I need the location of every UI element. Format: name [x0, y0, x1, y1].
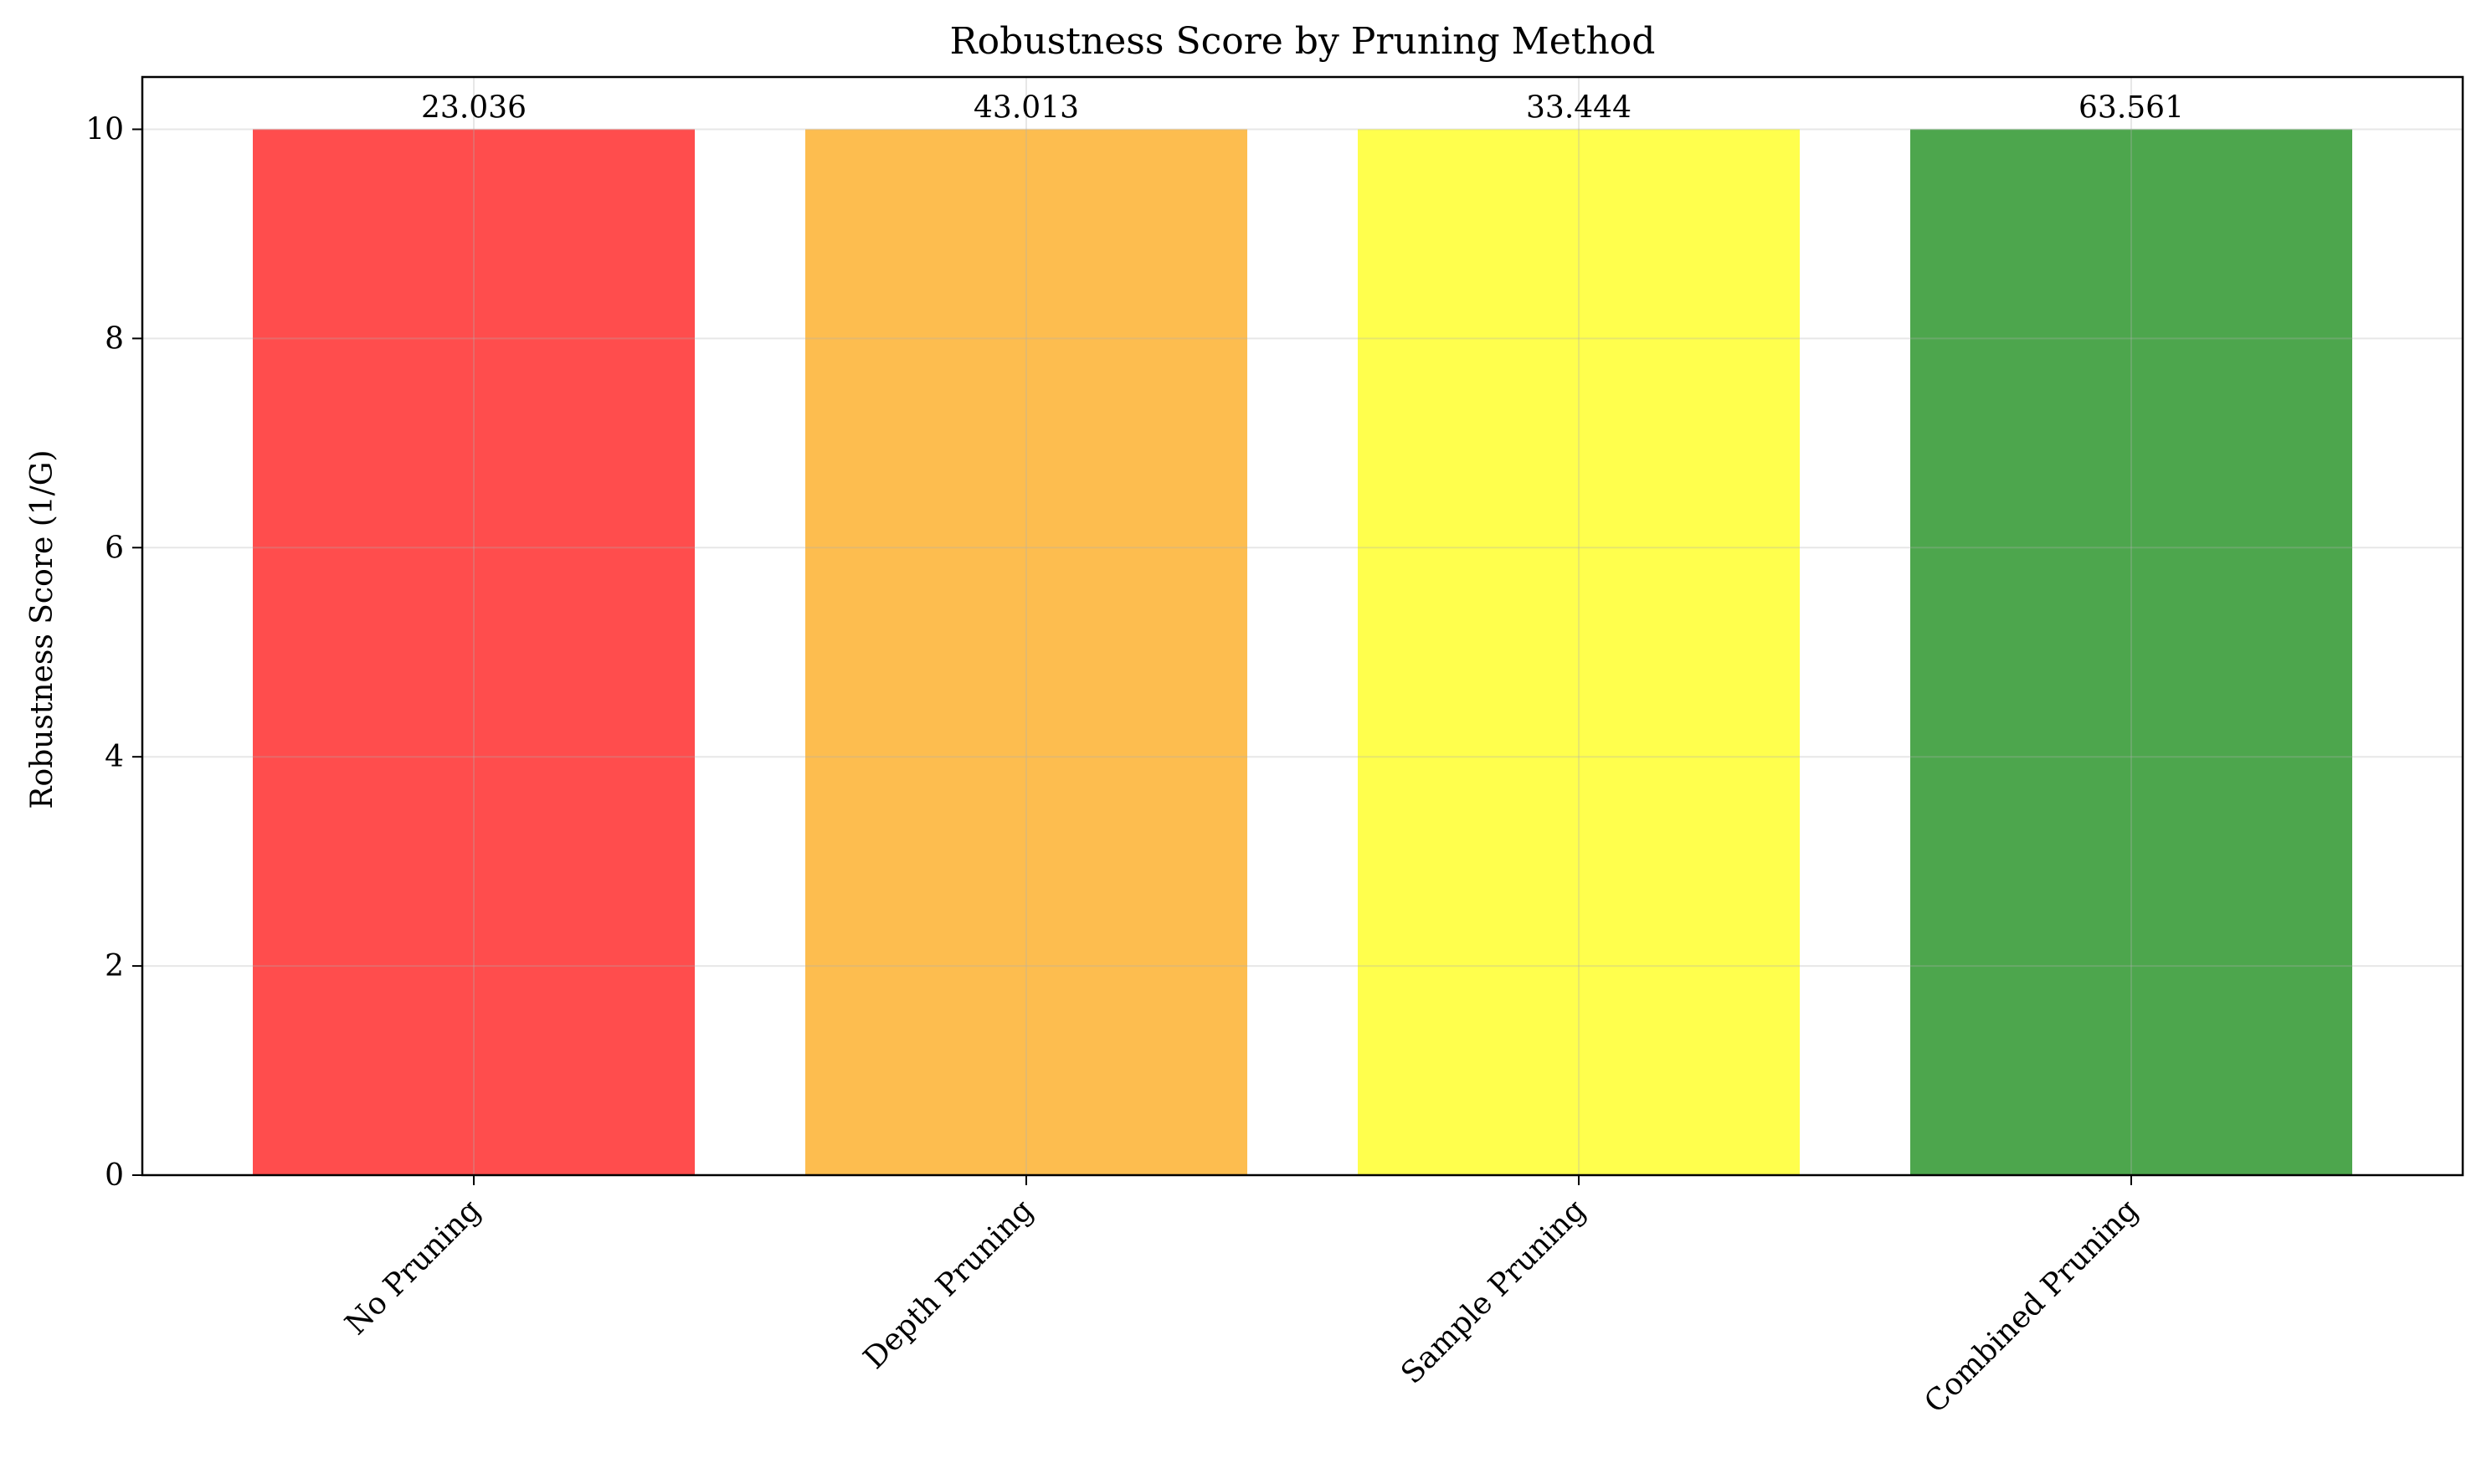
y-tick-label: 2 [105, 949, 124, 983]
y-tick-label: 10 [85, 112, 124, 146]
y-tick-label: 0 [105, 1158, 124, 1193]
y-tick-label: 4 [105, 740, 124, 774]
bar [1910, 129, 2352, 1175]
bar [1358, 129, 1800, 1175]
bar [253, 129, 695, 1175]
plot-frame [141, 75, 2464, 1177]
data-label: 33.444 [1526, 90, 1631, 125]
y-tick-label: 8 [105, 321, 124, 356]
bar [805, 129, 1247, 1175]
data-label: 23.036 [421, 90, 527, 125]
data-label: 43.013 [974, 90, 1079, 125]
y-tick-label: 6 [105, 531, 124, 565]
data-label: 63.561 [2078, 90, 2184, 125]
chart-title: Robustness Score by Pruning Method [950, 20, 1656, 63]
y-axis-label: Robustness Score (1/G) [25, 449, 59, 809]
